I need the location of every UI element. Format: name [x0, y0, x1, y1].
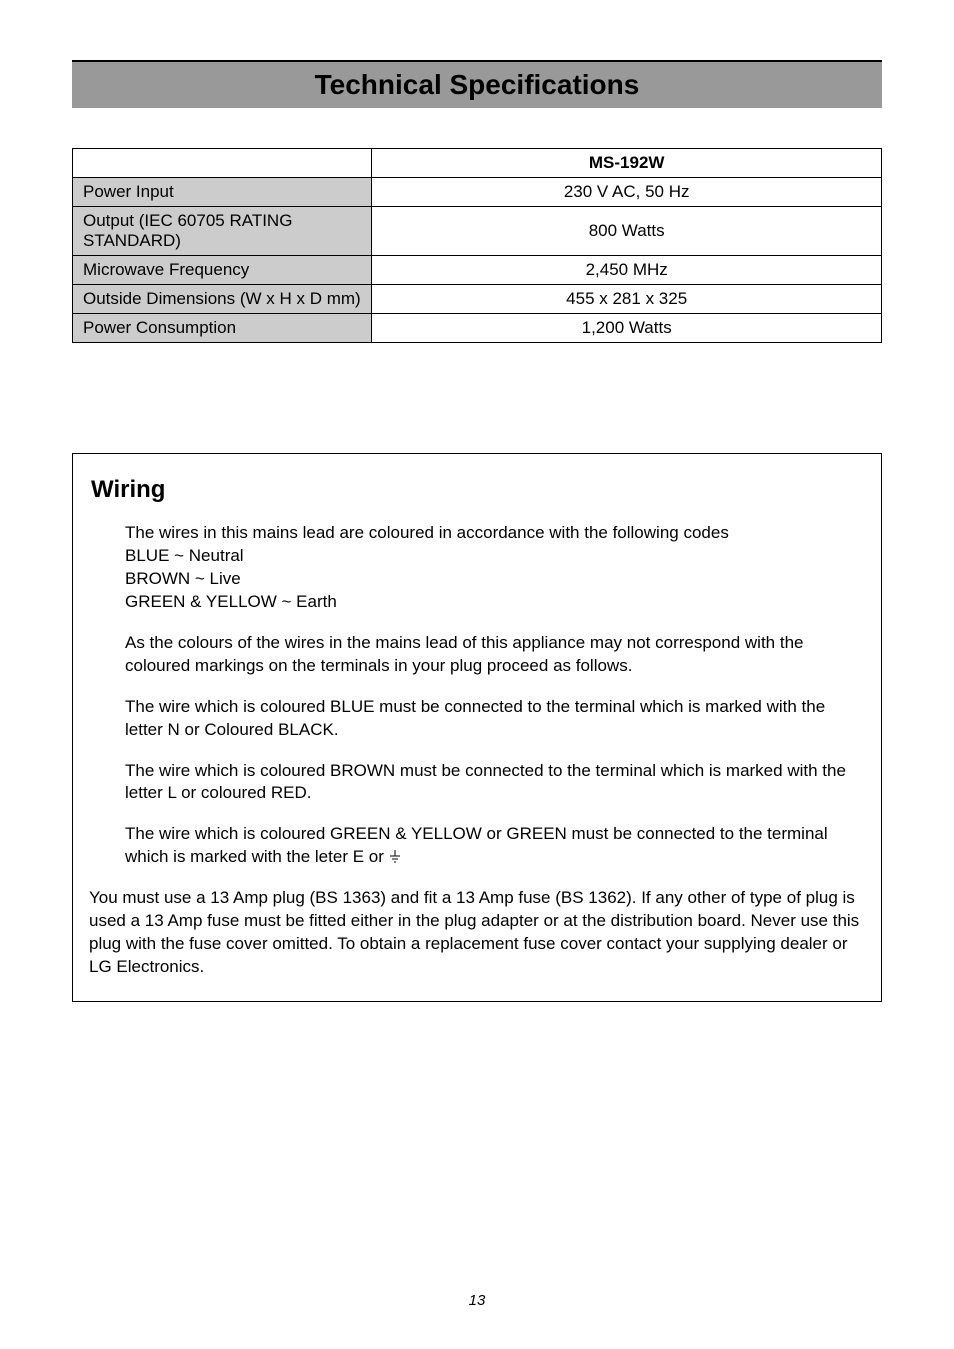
empty-header-cell: [73, 149, 372, 178]
table-row: Power Consumption 1,200 Watts: [73, 314, 882, 343]
specifications-table: MS-192W Power Input 230 V AC, 50 Hz Outp…: [72, 148, 882, 343]
wiring-box: Wiring The wires in this mains lead are …: [72, 453, 882, 1002]
spec-value: 455 x 281 x 325: [372, 285, 882, 314]
wiring-intro-text: The wires in this mains lead are coloure…: [125, 523, 729, 542]
wiring-intro: The wires in this mains lead are coloure…: [125, 522, 865, 614]
page-title: Technical Specifications: [315, 69, 640, 101]
spec-label: Microwave Frequency: [73, 256, 372, 285]
spec-value: 230 V AC, 50 Hz: [372, 178, 882, 207]
table-row: Microwave Frequency 2,450 MHz: [73, 256, 882, 285]
spec-label: Outside Dimensions (W x H x D mm): [73, 285, 372, 314]
spec-value: 800 Watts: [372, 207, 882, 256]
spec-value: 1,200 Watts: [372, 314, 882, 343]
earth-icon: [389, 850, 401, 864]
wiring-para-green-text: The wire which is coloured GREEN & YELLO…: [125, 824, 828, 866]
wiring-code-brown: BROWN ~ Live: [125, 569, 241, 588]
model-header-cell: MS-192W: [372, 149, 882, 178]
wiring-heading: Wiring: [91, 476, 865, 504]
wiring-para-brown: The wire which is coloured BROWN must be…: [125, 760, 865, 806]
table-header-row: MS-192W: [73, 149, 882, 178]
spec-label: Output (IEC 60705 RATING STANDARD): [73, 207, 372, 256]
spec-value: 2,450 MHz: [372, 256, 882, 285]
wiring-para-blue: The wire which is coloured BLUE must be …: [125, 696, 865, 742]
table-row: Power Input 230 V AC, 50 Hz: [73, 178, 882, 207]
table-row: Outside Dimensions (W x H x D mm) 455 x …: [73, 285, 882, 314]
page-number: 13: [0, 1292, 954, 1309]
spec-label: Power Consumption: [73, 314, 372, 343]
title-bar: Technical Specifications: [72, 60, 882, 108]
wiring-para-colours: As the colours of the wires in the mains…: [125, 632, 865, 678]
spec-label: Power Input: [73, 178, 372, 207]
wiring-code-green: GREEN & YELLOW ~ Earth: [125, 592, 337, 611]
wiring-para-fuse: You must use a 13 Amp plug (BS 1363) and…: [89, 887, 865, 979]
wiring-code-blue: BLUE ~ Neutral: [125, 546, 244, 565]
wiring-para-green: The wire which is coloured GREEN & YELLO…: [125, 823, 865, 869]
table-row: Output (IEC 60705 RATING STANDARD) 800 W…: [73, 207, 882, 256]
